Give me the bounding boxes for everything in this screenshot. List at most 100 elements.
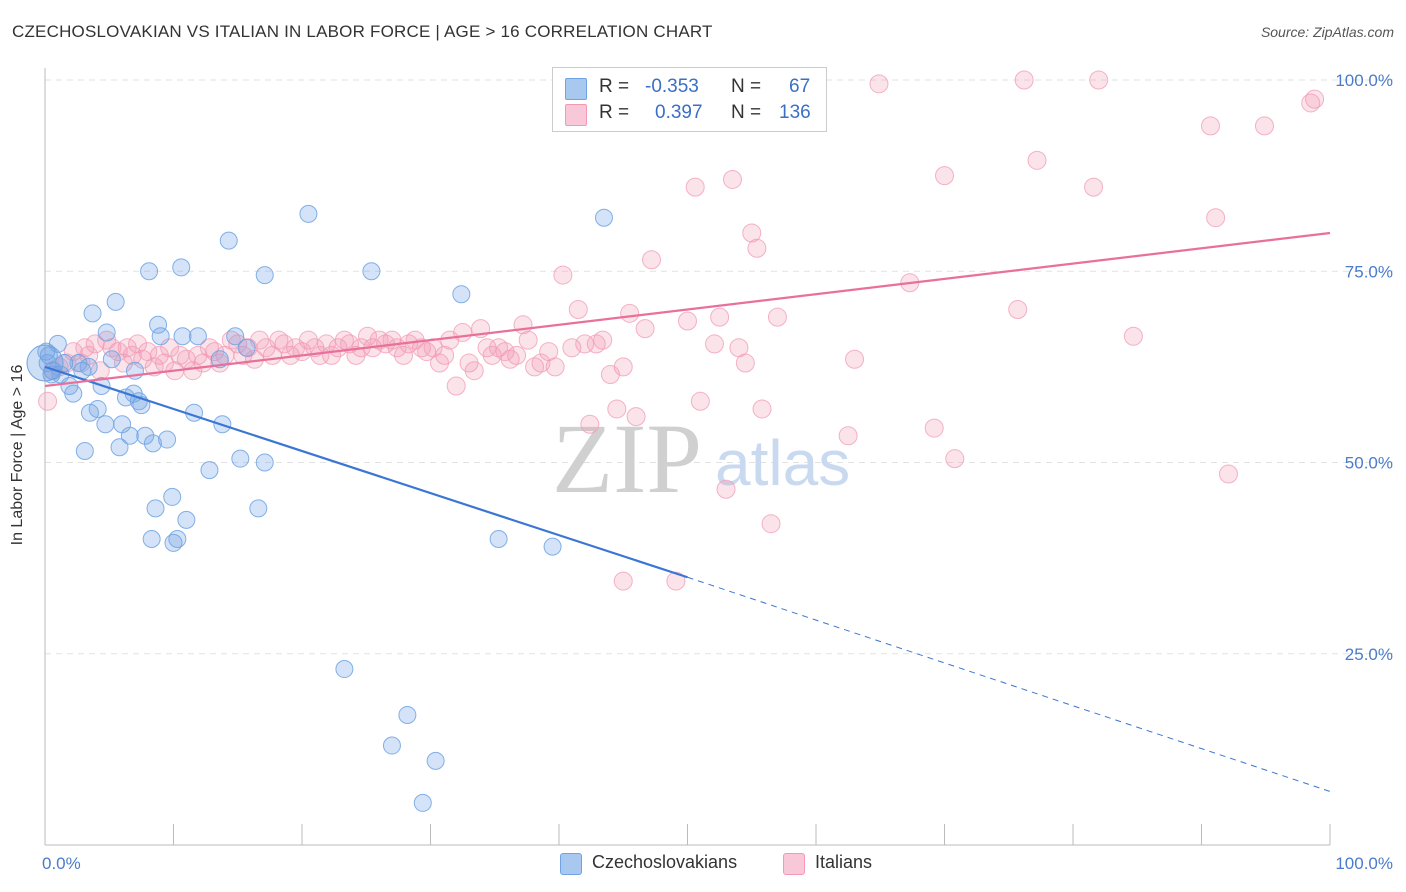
watermark: ZIP atlas <box>552 403 850 514</box>
czech-point <box>69 354 88 373</box>
czech-point <box>102 350 121 369</box>
italian-point <box>453 322 473 342</box>
italian-point <box>635 319 655 339</box>
czech-point <box>210 350 229 369</box>
italian-point <box>722 169 742 189</box>
y-tick-label: 25.0% <box>1345 645 1393 664</box>
czech-point <box>398 705 417 724</box>
italian-point <box>666 571 686 591</box>
czech-point <box>88 399 107 418</box>
x-tick-labels: 0.0% 100.0% <box>42 854 1393 873</box>
watermark-zip: ZIP <box>552 403 702 514</box>
italian-point <box>482 345 502 365</box>
czech-point <box>140 262 159 281</box>
czech-point <box>413 793 432 812</box>
italian-point <box>752 399 772 419</box>
grid-lines <box>45 79 1395 655</box>
y-tick-label: 75.0% <box>1345 262 1393 281</box>
czech-point <box>426 751 445 770</box>
czech-point <box>142 530 161 548</box>
italian-point <box>685 177 705 197</box>
italian-point <box>507 345 527 365</box>
legend-r-value-italian: 0.397 <box>655 102 703 123</box>
italian-point <box>838 426 858 446</box>
italian-point <box>394 345 414 365</box>
czech-point <box>200 461 219 480</box>
italian-point <box>446 376 466 396</box>
czech-point <box>362 262 381 281</box>
italian-point <box>1008 300 1028 319</box>
czech-point <box>48 334 67 353</box>
italian-point <box>435 345 455 365</box>
czech-point <box>594 208 613 227</box>
czech-point <box>96 415 115 434</box>
czech-point <box>219 231 238 250</box>
italian-point <box>122 345 142 365</box>
italian-point <box>1218 464 1238 484</box>
italian-point <box>38 391 58 411</box>
stats-legend: R = -0.353 N = 67 R = 0.397 N = 136 <box>552 67 827 132</box>
italian-point <box>613 571 633 591</box>
italian-point <box>553 265 573 285</box>
czech-trend-line <box>44 365 688 579</box>
czech-point <box>226 327 245 346</box>
bottom-legend-label-czech: Czechoslovakians <box>592 852 738 872</box>
legend-swatch-czech <box>565 78 587 100</box>
czech-point <box>177 510 196 529</box>
czech-point <box>255 266 274 285</box>
italian-point <box>924 418 944 438</box>
legend-n-label: N = <box>731 102 762 123</box>
czech-point <box>163 487 182 506</box>
czech-point <box>489 530 508 548</box>
trend-lines <box>44 231 1331 792</box>
czech-point <box>158 430 177 449</box>
italian-point <box>1014 70 1034 90</box>
czech-point <box>120 426 139 445</box>
italian-point <box>945 449 965 469</box>
legend-r-value-czech: -0.353 <box>645 76 699 97</box>
italian-point <box>1206 208 1226 228</box>
italian-point <box>269 330 289 350</box>
italian-point <box>1084 177 1104 197</box>
italian-point <box>334 330 354 350</box>
y-tick-labels: 25.0% 50.0% 75.0% 100.0% <box>1335 71 1393 664</box>
czech-point <box>543 537 562 556</box>
czech-point <box>237 338 256 357</box>
italian-point <box>1254 116 1274 136</box>
italian-point <box>298 330 318 350</box>
czech-point <box>255 453 274 472</box>
bottom-legend-swatch-italian <box>783 853 805 875</box>
czech-point <box>168 530 187 548</box>
czech-trend-extension <box>687 576 1331 792</box>
czech-point <box>136 426 155 445</box>
italian-point <box>845 349 865 369</box>
legend-n-label: N = <box>731 76 762 97</box>
italian-point <box>274 334 294 354</box>
italian-point <box>1305 89 1325 109</box>
italian-point <box>568 300 588 319</box>
italian-point <box>710 307 730 327</box>
czech-point <box>75 442 94 461</box>
italian-point <box>735 353 755 373</box>
italian-point <box>518 330 538 350</box>
italian-point <box>575 334 595 354</box>
italian-point <box>1123 326 1143 346</box>
watermark-atlas: atlas <box>715 427 850 499</box>
czech-point <box>143 434 162 453</box>
italian-point <box>1027 150 1047 170</box>
italian-point <box>1200 116 1220 136</box>
czech-point <box>151 327 170 346</box>
czech-point <box>97 323 116 342</box>
italian-point <box>716 479 736 499</box>
italian-point <box>626 407 646 427</box>
italian-point <box>747 238 767 258</box>
italian-point <box>128 334 148 354</box>
italian-point <box>742 223 762 243</box>
legend-n-value-czech: 67 <box>789 76 811 97</box>
italian-point <box>199 338 219 358</box>
chart-source: Source: ZipAtlas.com <box>1260 24 1394 40</box>
czech-point <box>149 315 168 334</box>
italian-point <box>620 303 640 323</box>
legend-r-label: R = <box>599 102 630 123</box>
